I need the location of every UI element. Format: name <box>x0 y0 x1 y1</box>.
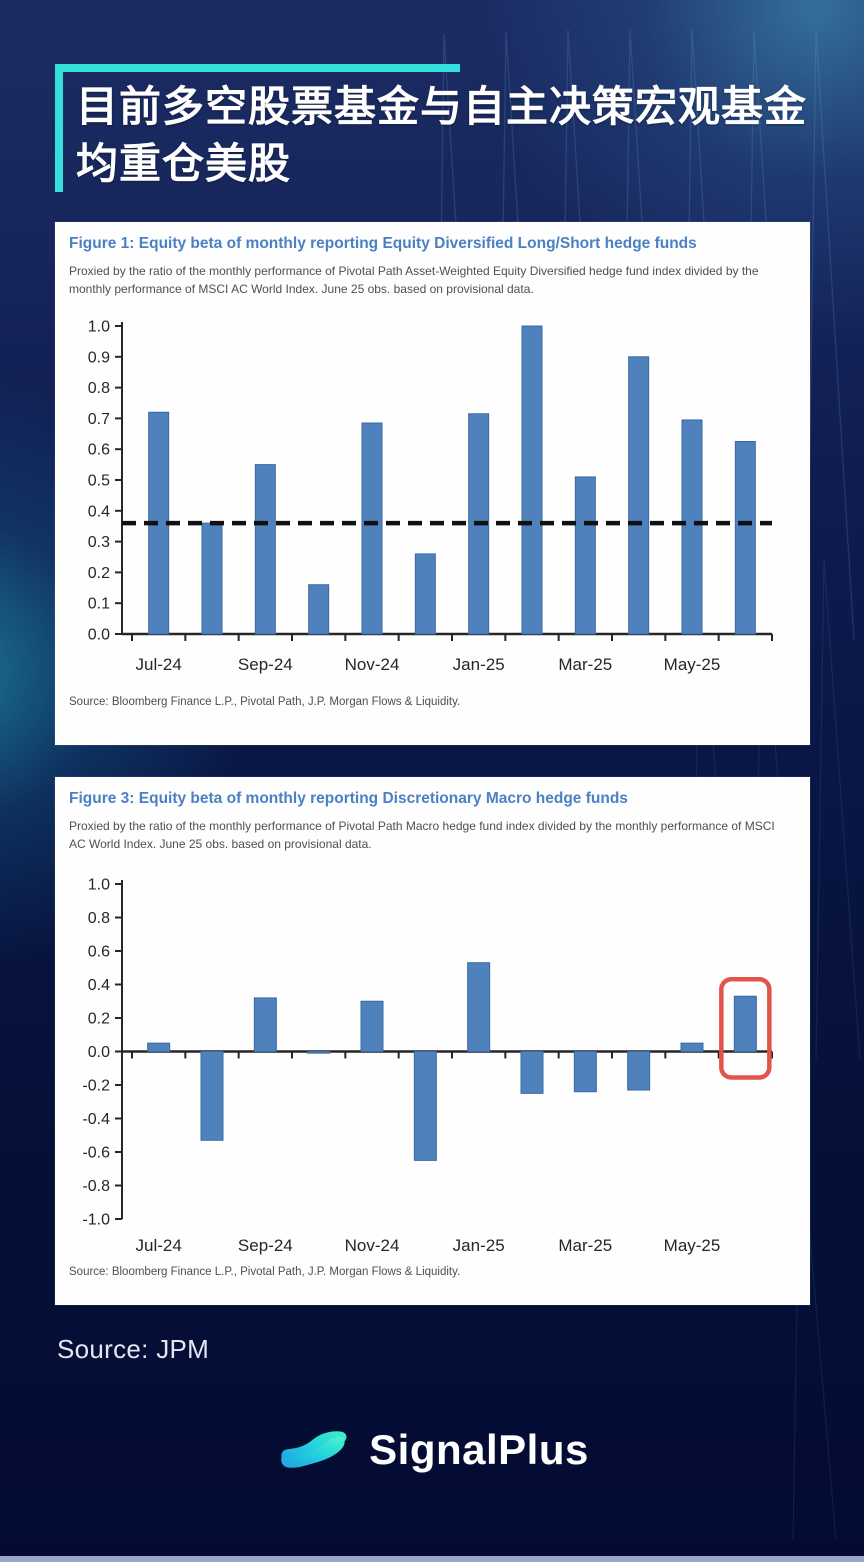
svg-text:0.8: 0.8 <box>88 910 110 927</box>
svg-text:0.1: 0.1 <box>88 596 110 613</box>
title-accent-bar-top <box>55 64 460 72</box>
svg-text:Jan-25: Jan-25 <box>453 1236 505 1255</box>
title-accent-bar-left <box>55 64 63 192</box>
svg-text:Sep-24: Sep-24 <box>238 655 293 674</box>
figure1-source: Source: Bloomberg Finance L.P., Pivotal … <box>69 696 461 708</box>
svg-text:-1.0: -1.0 <box>82 1212 110 1229</box>
figure3-title: Figure 3: Equity beta of monthly reporti… <box>69 790 628 807</box>
svg-text:0.9: 0.9 <box>88 349 110 366</box>
brand-name: SignalPlus <box>369 1426 589 1473</box>
page-header: 目前多空股票基金与自主决策宏观基金 均重仓美股 <box>55 64 815 192</box>
svg-text:0.2: 0.2 <box>88 565 110 582</box>
brand-logo: SignalPlus <box>0 1422 864 1478</box>
svg-text:-0.2: -0.2 <box>82 1078 110 1095</box>
svg-text:Nov-24: Nov-24 <box>345 655 400 674</box>
figure3-subtitle: Proxied by the ratio of the monthly perf… <box>69 819 775 851</box>
svg-text:0.2: 0.2 <box>88 1011 110 1028</box>
bottom-strip <box>0 1556 864 1562</box>
figure1-title: Figure 1: Equity beta of monthly reporti… <box>69 235 697 252</box>
svg-text:Jul-24: Jul-24 <box>136 655 182 674</box>
svg-text:Jan-25: Jan-25 <box>453 655 505 674</box>
svg-text:-0.6: -0.6 <box>82 1145 110 1162</box>
figure1-card: Figure 1: Equity beta of monthly reporti… <box>55 222 810 745</box>
page-title: 目前多空股票基金与自主决策宏观基金 均重仓美股 <box>55 64 815 192</box>
svg-text:-0.4: -0.4 <box>82 1111 110 1128</box>
svg-text:0.4: 0.4 <box>88 503 110 520</box>
svg-text:Nov-24: Nov-24 <box>345 1236 400 1255</box>
svg-text:0.6: 0.6 <box>88 944 110 961</box>
svg-text:0.3: 0.3 <box>88 534 110 551</box>
svg-text:May-25: May-25 <box>664 1236 721 1255</box>
svg-text:0.0: 0.0 <box>88 1044 110 1061</box>
svg-text:0.5: 0.5 <box>88 473 110 490</box>
svg-text:0.6: 0.6 <box>88 442 110 459</box>
svg-text:0.7: 0.7 <box>88 411 110 428</box>
svg-text:Mar-25: Mar-25 <box>558 655 612 674</box>
svg-text:0.8: 0.8 <box>88 380 110 397</box>
signalplus-wave-icon <box>281 1431 347 1468</box>
svg-text:May-25: May-25 <box>664 655 721 674</box>
svg-text:1.0: 1.0 <box>88 877 110 894</box>
page-title-line2: 均重仓美股 <box>76 140 292 187</box>
page-title-line1: 目前多空股票基金与自主决策宏观基金 <box>76 83 808 130</box>
svg-text:0.4: 0.4 <box>88 977 110 994</box>
figure1-subtitle: Proxied by the ratio of the monthly perf… <box>69 264 759 296</box>
svg-text:Mar-25: Mar-25 <box>558 1236 612 1255</box>
figure3-source: Source: Bloomberg Finance L.P., Pivotal … <box>69 1266 461 1278</box>
svg-text:Sep-24: Sep-24 <box>238 1236 293 1255</box>
svg-text:1.0: 1.0 <box>88 319 110 336</box>
figure1-chart: 1.0 0.9 0.8 0.7 0.6 0.5 0.4 0.3 0.2 0.1 0.0 Jul-24 S… <box>67 304 798 694</box>
figure3-card: Figure 3: Equity beta of monthly reporti… <box>55 777 810 1305</box>
svg-text:Jul-24: Jul-24 <box>136 1236 182 1255</box>
svg-text:-0.8: -0.8 <box>82 1178 110 1195</box>
svg-text:0.0: 0.0 <box>88 627 110 644</box>
figure3-chart: 1.0 0.8 0.6 0.4 0.2 0.0 -0.2 -0.4 -0.6 -0.8 -1.0 Ju… <box>67 859 798 1264</box>
source-note: Source: JPM <box>57 1334 210 1364</box>
